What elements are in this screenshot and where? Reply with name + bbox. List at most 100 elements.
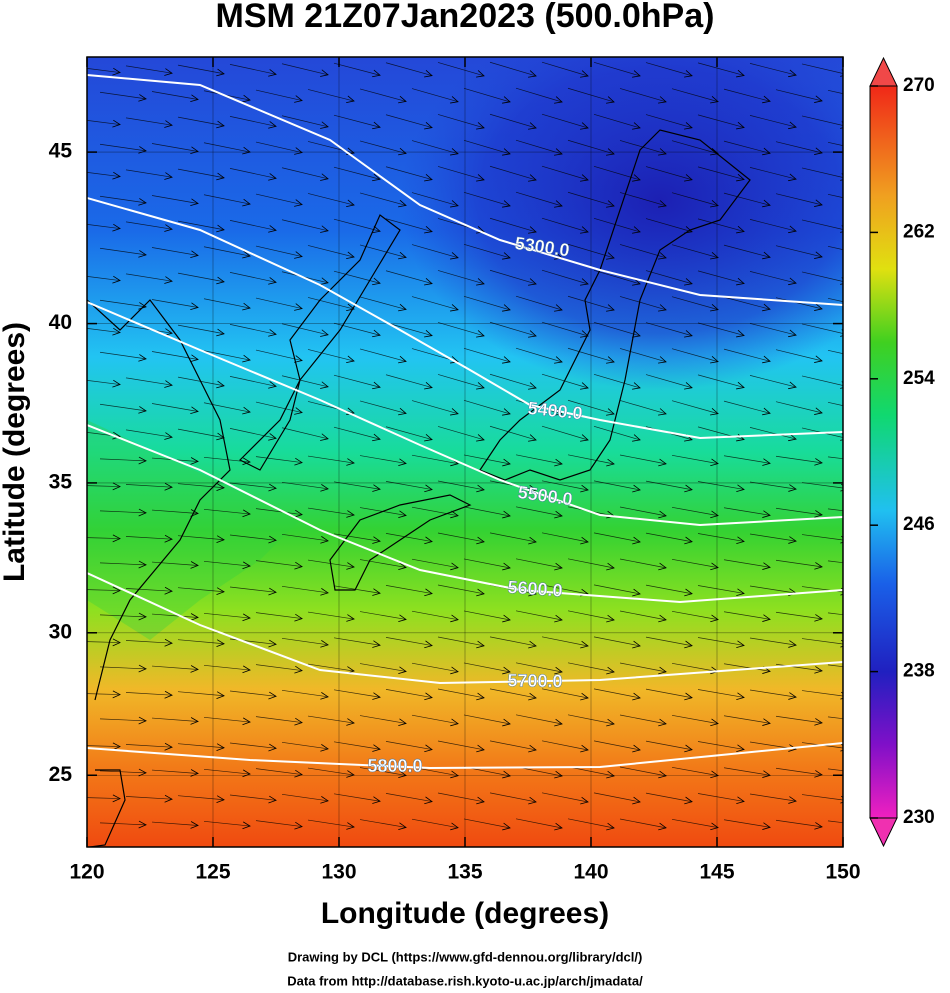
- stream-segment: [255, 141, 303, 153]
- stream-arrowhead: [606, 666, 615, 675]
- stream-segment: [87, 275, 121, 281]
- coast-korea: [238, 214, 401, 471]
- stream-segment: [333, 270, 381, 284]
- stream-segment: [177, 795, 225, 801]
- stream-arrowhead: [788, 277, 797, 286]
- stream-arrowhead: [710, 718, 719, 727]
- credit-line: Drawing by DCL (https://www.gfd-dennou.o…: [288, 949, 643, 964]
- stream-segment: [827, 768, 843, 772]
- stream-segment: [619, 454, 667, 465]
- stream-segment: [723, 140, 771, 154]
- stream-segment: [827, 89, 843, 94]
- stream-arrowhead: [346, 562, 355, 570]
- stream-segment: [151, 91, 199, 100]
- stream-arrowhead: [736, 173, 745, 182]
- stream-arrowhead: [632, 330, 641, 338]
- stream-arrowhead: [112, 742, 121, 751]
- stream-segment: [437, 270, 485, 285]
- stream-arrowhead: [580, 640, 589, 649]
- stream-segment: [515, 714, 563, 725]
- stream-segment: [359, 296, 407, 310]
- stream-arrowhead: [684, 382, 693, 390]
- stream-segment: [671, 662, 719, 672]
- stream-arrowhead: [632, 382, 641, 390]
- stream-segment: [307, 663, 355, 672]
- stream-arrowhead: [736, 640, 745, 649]
- stream-segment: [203, 350, 251, 361]
- stream-arrowhead: [736, 329, 745, 338]
- stream-segment: [333, 637, 381, 646]
- stream-arrowhead: [528, 692, 537, 701]
- stream-segment: [723, 611, 771, 620]
- stream-segment: [385, 741, 433, 750]
- stream-segment: [99, 562, 147, 566]
- stream-segment: [229, 116, 277, 127]
- stream-arrowhead: [138, 716, 147, 725]
- stream-segment: [203, 246, 251, 257]
- credit-line: Data from http://database.rish.kyoto-u.a…: [287, 973, 643, 988]
- stream-arrowhead: [502, 200, 511, 208]
- stream-arrowhead: [814, 407, 823, 415]
- stream-segment: [775, 715, 823, 724]
- stream-arrowhead: [710, 356, 719, 364]
- stream-segment: [645, 270, 693, 285]
- stream-segment: [177, 324, 225, 335]
- stream-arrowhead: [684, 692, 693, 701]
- stream-arrowhead: [164, 328, 173, 336]
- stream-segment: [801, 115, 843, 126]
- stream-segment: [593, 321, 641, 337]
- stream-arrowhead: [372, 692, 381, 700]
- stream-segment: [827, 664, 843, 668]
- stream-arrowhead: [762, 251, 771, 260]
- stream-arrowhead: [190, 94, 199, 103]
- stream-arrowhead: [476, 484, 485, 493]
- stream-segment: [489, 532, 537, 543]
- stream-arrowhead: [190, 665, 199, 673]
- stream-segment: [697, 114, 745, 128]
- stream-arrowhead: [372, 484, 381, 492]
- stream-arrowhead: [476, 70, 485, 78]
- stream-segment: [203, 298, 251, 309]
- stream-segment: [749, 167, 797, 180]
- stream-segment: [151, 247, 199, 256]
- stream-arrowhead: [216, 172, 225, 181]
- stream-segment: [645, 792, 693, 803]
- stream-arrowhead: [138, 406, 147, 414]
- stream-arrowhead: [164, 638, 173, 647]
- stream-arrowhead: [788, 796, 797, 804]
- stream-segment: [281, 167, 329, 180]
- stream-arrowhead: [684, 744, 693, 753]
- stream-arrowhead: [450, 356, 459, 364]
- stream-segment: [255, 193, 303, 205]
- stream-arrowhead: [502, 252, 511, 260]
- stream-arrowhead: [502, 304, 511, 312]
- stream-arrowhead: [242, 561, 251, 570]
- stream-arrowhead: [476, 796, 485, 805]
- colorbar-tick-label: 254: [903, 368, 935, 389]
- stream-segment: [177, 587, 225, 593]
- stream-arrowhead: [164, 276, 173, 284]
- stream-segment: [203, 508, 251, 515]
- stream-segment: [99, 510, 147, 514]
- stream-segment: [697, 793, 745, 802]
- stream-arrowhead: [606, 770, 615, 779]
- stream-arrowhead: [554, 458, 563, 467]
- stream-segment: [177, 639, 225, 645]
- stream-arrowhead: [372, 277, 381, 286]
- stream-arrowhead: [710, 200, 719, 208]
- stream-arrowhead: [268, 795, 277, 804]
- stream-segment: [307, 245, 355, 258]
- stream-arrowhead: [632, 70, 641, 78]
- coast-honshu: [479, 129, 751, 481]
- stream-segment: [281, 533, 329, 542]
- stream-arrowhead: [606, 96, 615, 104]
- stream-segment: [463, 818, 511, 829]
- stream-arrowhead: [424, 69, 433, 78]
- stream-segment: [307, 715, 355, 724]
- stream-segment: [411, 244, 459, 259]
- stream-arrowhead: [138, 664, 147, 673]
- stream-segment: [463, 714, 511, 725]
- stream-segment: [593, 61, 641, 77]
- stream-arrowhead: [710, 562, 719, 571]
- stream-arrowhead: [736, 484, 745, 493]
